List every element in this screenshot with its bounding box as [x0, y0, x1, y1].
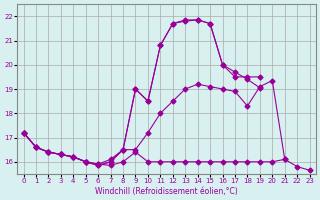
X-axis label: Windchill (Refroidissement éolien,°C): Windchill (Refroidissement éolien,°C)	[95, 187, 238, 196]
